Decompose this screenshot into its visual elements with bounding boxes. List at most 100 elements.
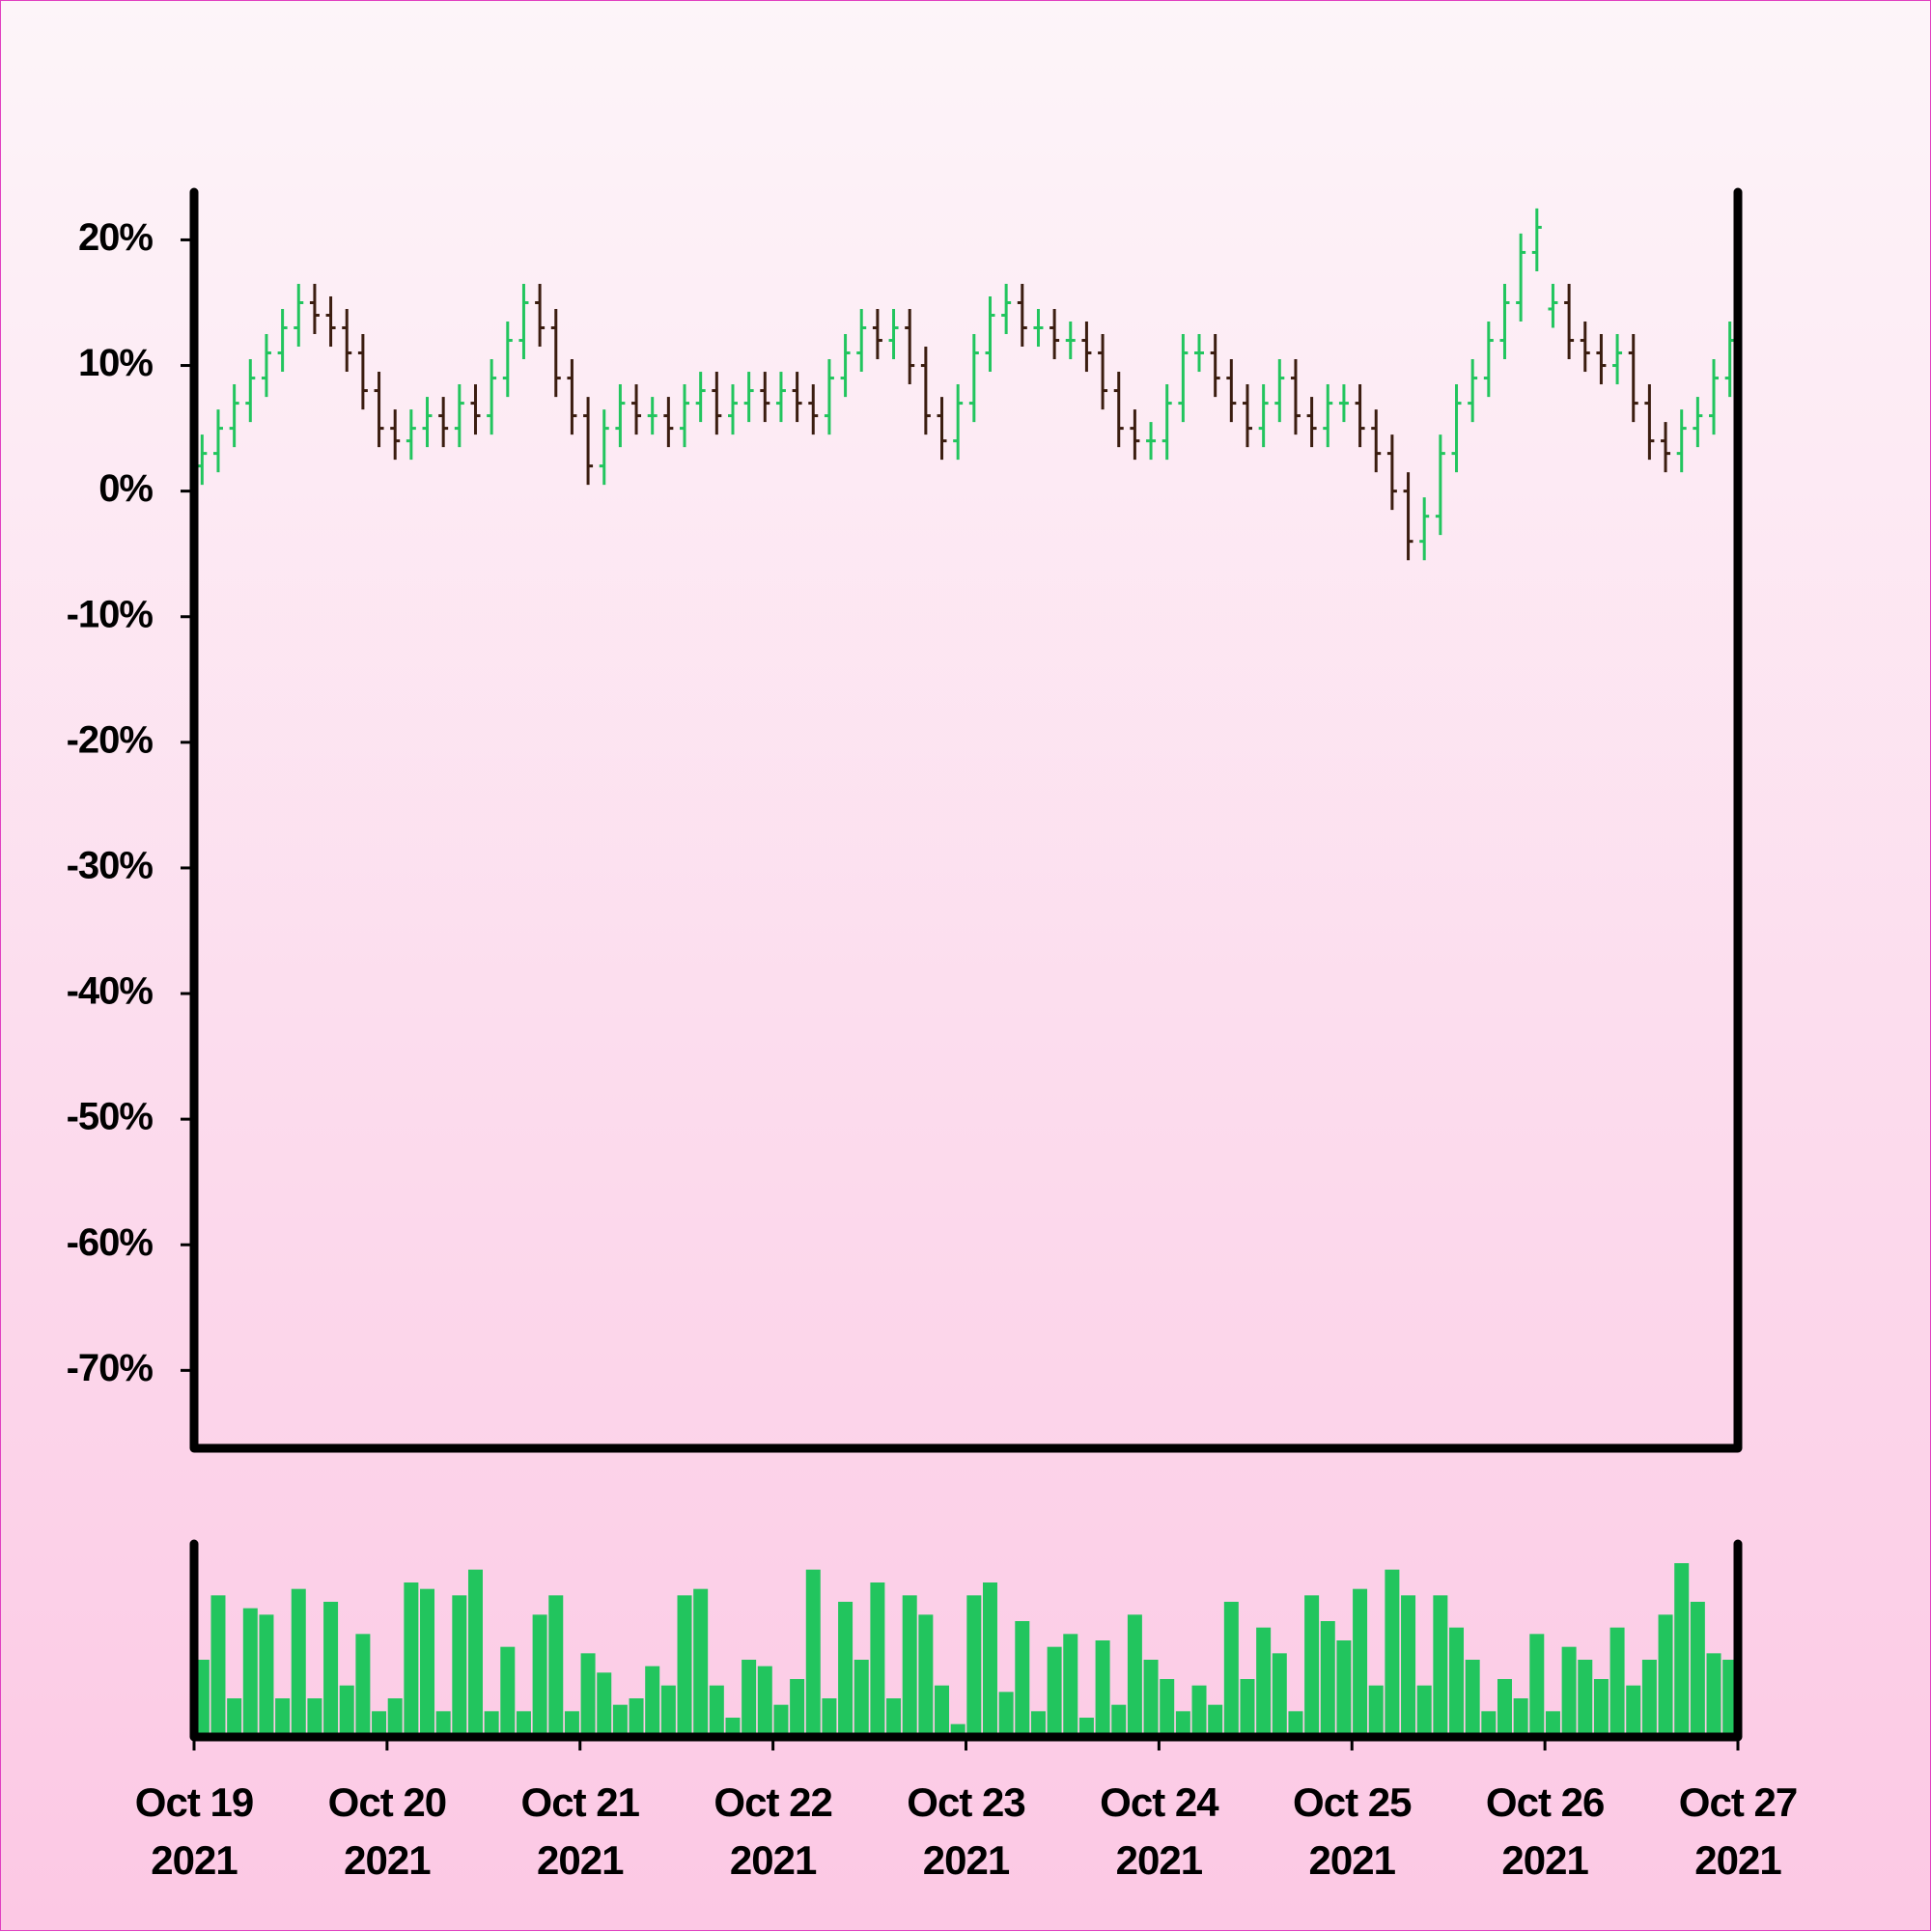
x-tick-label: Oct 19 2021 (134, 1779, 254, 1883)
volume-bar (1449, 1627, 1465, 1737)
y-tick-label: -50% (67, 1096, 154, 1138)
volume-bar (1304, 1595, 1320, 1737)
volume-bar (725, 1718, 741, 1737)
volume-bar (773, 1704, 789, 1737)
volume-bar (259, 1614, 274, 1737)
volume-bar (1256, 1627, 1272, 1737)
y-tick-label: -20% (67, 718, 154, 761)
volume-bar (1160, 1679, 1175, 1737)
volume-bar (1609, 1627, 1625, 1737)
volume-bar (307, 1698, 322, 1737)
volume-bar (693, 1588, 709, 1737)
x-tick-label: Oct 20 2021 (327, 1779, 447, 1883)
volume-bar (645, 1666, 660, 1737)
volume-bar (1272, 1653, 1287, 1737)
volume-bar (1529, 1634, 1545, 1737)
volume-bar (355, 1634, 371, 1737)
x-tick-label: Oct 27 2021 (1678, 1779, 1798, 1883)
x-tick-label: Oct 26 2021 (1485, 1779, 1605, 1883)
volume-bar (1127, 1614, 1142, 1737)
volume-bar (886, 1698, 902, 1737)
volume-bar (982, 1582, 997, 1737)
y-tick-label: -10% (67, 593, 154, 635)
volume-bar (1078, 1718, 1094, 1737)
volume-bar (564, 1711, 579, 1737)
volume-bar (742, 1660, 757, 1737)
volume-bar (227, 1698, 242, 1737)
volume-bar (1513, 1698, 1528, 1737)
volume-bar (452, 1595, 467, 1737)
volume-bar (1626, 1685, 1641, 1737)
volume-bar (1368, 1685, 1384, 1737)
volume-bar (757, 1666, 772, 1737)
y-tick-label: -70% (67, 1347, 154, 1389)
volume-bar (1111, 1704, 1127, 1737)
volume-bar (822, 1698, 837, 1737)
axis-frame (189, 1539, 1743, 1742)
volume-bar (467, 1569, 483, 1737)
volume-bar (1030, 1711, 1046, 1737)
volume-bar (516, 1711, 531, 1737)
volume-bar (404, 1582, 419, 1737)
volume-bar (1208, 1704, 1223, 1737)
volume-bar (1545, 1711, 1560, 1737)
volume-bar (1336, 1640, 1352, 1737)
volume-bar (629, 1698, 644, 1737)
volume-bar (1320, 1621, 1335, 1737)
volume-bar (1385, 1569, 1400, 1737)
volume-bar (372, 1711, 387, 1737)
volume-bar (1240, 1679, 1255, 1737)
volume-bar (1658, 1614, 1673, 1737)
y-tick-label: -40% (67, 970, 154, 1013)
volume-bar (1465, 1660, 1480, 1737)
volume-bar (435, 1711, 451, 1737)
volume-bar (854, 1660, 869, 1737)
volume-bar (1497, 1679, 1512, 1737)
volume-bar (1288, 1711, 1303, 1737)
x-tick-label: Oct 25 2021 (1293, 1779, 1412, 1883)
volume-bar (1561, 1646, 1577, 1737)
volume-bar (500, 1646, 516, 1737)
volume-bar (1047, 1646, 1062, 1737)
volume-bar (1433, 1595, 1448, 1737)
volume-bar (805, 1569, 821, 1737)
y-tick-label: 0% (98, 467, 153, 510)
x-tick-label: Oct 21 2021 (520, 1779, 640, 1883)
volume-bar (387, 1698, 403, 1737)
volume-bar (918, 1614, 934, 1737)
volume-bar (870, 1582, 885, 1737)
volume-bar (420, 1588, 435, 1737)
volume-bar (966, 1595, 982, 1737)
y-tick-label: -30% (67, 845, 154, 887)
volume-bar (935, 1685, 950, 1737)
volume-bar (1706, 1653, 1721, 1737)
volume-bar (532, 1614, 547, 1737)
volume-bar (210, 1595, 226, 1737)
y-tick-label: 10% (78, 342, 153, 384)
x-tick-label: Oct 24 2021 (1100, 1779, 1218, 1883)
volume-bar (902, 1595, 917, 1737)
volume-bar (1593, 1679, 1609, 1737)
volume-bar (677, 1595, 692, 1737)
volume-bar (1578, 1660, 1593, 1737)
volume-bar (1401, 1595, 1416, 1737)
volume-bar (1143, 1660, 1159, 1737)
y-tick-label: 20% (78, 216, 153, 259)
volume-bar (1063, 1634, 1078, 1737)
volume-bar (484, 1711, 499, 1737)
volume-bar (597, 1672, 612, 1737)
volume-bar (790, 1679, 805, 1737)
x-tick-label: Oct 22 2021 (714, 1779, 832, 1883)
axis-frame (189, 187, 1743, 1453)
volume-bar (242, 1608, 258, 1737)
volume-bar (998, 1692, 1014, 1737)
volume-bar (1641, 1660, 1657, 1737)
volume-bar (1690, 1602, 1705, 1737)
volume-bar (1223, 1602, 1239, 1737)
volume-bar (323, 1602, 339, 1737)
volume-bar (291, 1588, 306, 1737)
volume-bar (1353, 1588, 1368, 1737)
y-tick-label: -60% (67, 1221, 154, 1264)
